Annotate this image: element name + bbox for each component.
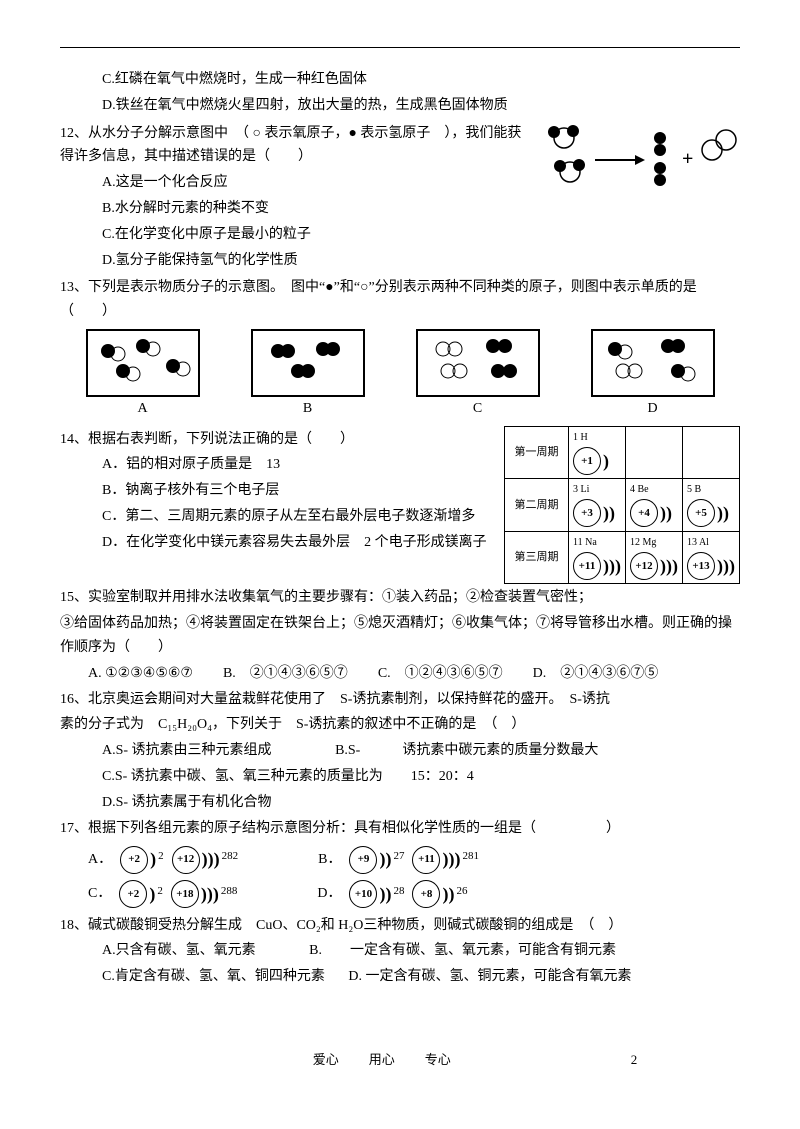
q16-row1: A.S- 诱抗素由三种元素组成 B.S- 诱抗素中碳元素的质量分数最大 [60, 739, 740, 763]
q16-opt-d: D.S- 诱抗素属于有机化合物 [60, 791, 740, 815]
q12-opt-d: D.氢分子能保持氢气的化学性质 [60, 249, 530, 273]
q12-opt-a: A.这是一个化合反应 [60, 171, 530, 195]
q16-opt-b: B.S- 诱抗素中碳元素的质量分数最大 [335, 743, 598, 758]
q12-figure: + [540, 120, 740, 200]
q18-row2: C.肯定含有碳、氢、氧、铜四种元素 D. 一定含有碳、氢、铜元素，可能含有氧元素 [60, 965, 740, 989]
q15-opt-b: B. ②①④③⑥⑤⑦ [223, 662, 348, 686]
q18-opt-b: B. 一定含有碳、氢、氧元素，可能含有铜元素 [309, 943, 616, 958]
q16-opt-a: A.S- 诱抗素由三种元素组成 [102, 743, 272, 758]
q13-figures: A B C D [60, 329, 740, 421]
q13-stem: 13、下列是表示物质分子的示意图。 图中“●”和“○”分别表示两种不同种类的原子… [60, 276, 740, 324]
q15-options: A. ①②③④⑤⑥⑦ B. ②①④③⑥⑤⑦ C. ①②④③⑥⑤⑦ D. ②①④③… [60, 662, 740, 686]
q14: 14、根据右表判断，下列说法正确的是（ ） A．铝的相对原子质量是 13 B．钠… [60, 426, 740, 585]
q12-opt-c: C.在化学变化中原子是最小的粒子 [60, 223, 530, 247]
q17-opt-b: B． +9))27 +11)))281 [318, 844, 479, 875]
q15-stem2: ③给固体药品加热；④将装置固定在铁架台上；⑤熄灭酒精灯；⑥收集气体；⑦将导管移出… [60, 612, 740, 660]
q13-label-b: B [251, 397, 365, 421]
q15-stem1: 15、实验室制取并用排水法收集氧气的主要步骤有：①装入药品；②检查装置气密性； [60, 586, 740, 610]
q14-stem: 14、根据右表判断，下列说法正确的是（ ） [60, 428, 494, 452]
footer-a: 爱心 [313, 1049, 339, 1071]
q16-stem1: 16、北京奥运会期间对大量盆栽鲜花使用了 S-诱抗素制剂，以保持鲜花的盛开。 S… [60, 688, 740, 712]
period-1-label: 第一周期 [505, 426, 569, 479]
q11-opt-d: D.铁丝在氧气中燃烧火星四射，放出大量的热，生成黑色固体物质 [60, 94, 740, 118]
q18-stem: 18、碱式碳酸铜受热分解生成 CuO、CO₂和 H₂O三种物质，则碱式碳酸铜的组… [60, 914, 740, 938]
q18-opt-c: C.肯定含有碳、氢、氧、铜四种元素 [102, 969, 325, 984]
q12-stem: 12、从水分子分解示意图中 （ ○ 表示氧原子，● 表示氢原子 ），我们能获得许… [60, 122, 530, 170]
q15-opt-d: D. ②①④③⑥⑦⑤ [533, 662, 659, 686]
q12: 12、从水分子分解示意图中 （ ○ 表示氧原子，● 表示氢原子 ），我们能获得许… [60, 120, 740, 275]
q18-row1: A.只含有碳、氢、氧元素 B. 一定含有碳、氢、氧元素，可能含有铜元素 [60, 939, 740, 963]
footer-c: 专心 [425, 1049, 451, 1071]
period-2-label: 第二周期 [505, 479, 569, 532]
q14-opt-a: A．铝的相对原子质量是 13 [60, 453, 494, 477]
q14-opt-c: C．第二、三周期元素的原子从左至右最外层电子数逐渐增多 [60, 505, 494, 529]
q18-opt-a: A.只含有碳、氢、氧元素 [102, 943, 256, 958]
q18-opt-d: D. 一定含有碳、氢、铜元素，可能含有氧元素 [348, 969, 631, 984]
q12-opt-b: B.水分解时元素的种类不变 [60, 197, 530, 221]
q15-opt-a: A. ①②③④⑤⑥⑦ [88, 662, 193, 686]
page-number: 2 [631, 1049, 638, 1071]
periodic-table: 第一周期 1 H+1) 第二周期 3 Li+3)) 4 Be+4)) 5 B+5… [504, 426, 740, 585]
period-3-label: 第三周期 [505, 531, 569, 584]
svg-text:+: + [682, 148, 693, 170]
q17-stem: 17、根据下列各组元素的原子结构示意图分析：具有相似化学性质的一组是（ ） [60, 817, 740, 841]
q15-opt-c: C. ①②④③⑥⑤⑦ [378, 662, 503, 686]
footer-b: 用心 [369, 1049, 395, 1071]
q17-opt-d: D． +10))28 +8))26 [317, 879, 467, 910]
q16-opt-c: C.S- 诱抗素中碳、氢、氧三种元素的质量比为 15：20：4 [60, 765, 740, 789]
q16-stem2: 素的分子式为 C₁₅H₂₀O₄，下列关于 S-诱抗素的叙述中不正确的是 （ ） [60, 713, 740, 737]
q13-label-d: D [591, 397, 715, 421]
q17-opt-c: C． +2)2 +18)))288 [88, 879, 237, 910]
q17-opt-a: A． +2)2 +12)))282 [88, 844, 238, 875]
top-rule [60, 47, 740, 48]
q14-opt-b: B．钠离子核外有三个电子层 [60, 479, 494, 503]
footer: 爱心 用心 专心 2 [60, 1049, 740, 1071]
q14-opt-d: D．在化学变化中镁元素容易失去最外层 2 个电子形成镁离子 [60, 531, 494, 555]
q11-opt-c: C.红磷在氧气中燃烧时，生成一种红色固体 [60, 68, 740, 92]
q13-label-c: C [416, 397, 540, 421]
q13-label-a: A [86, 397, 200, 421]
